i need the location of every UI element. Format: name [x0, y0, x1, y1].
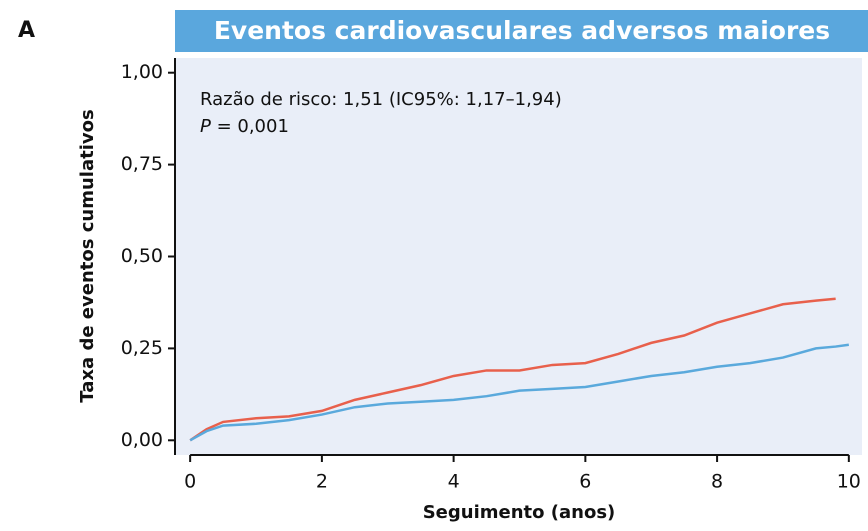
panel-label: A: [18, 18, 35, 43]
x-tick-label: 10: [837, 471, 861, 493]
series-line: [189, 297, 836, 442]
annotation: Razão de risco: 1,51 (IC95%: 1,17–1,94): [200, 89, 562, 110]
plot-area: [175, 58, 862, 455]
annotation-italic: P: [200, 116, 211, 137]
chart-title: Eventos cardiovasculares adversos maiore…: [214, 16, 830, 45]
series-line: [189, 343, 849, 442]
y-tick-label: 0,50: [121, 245, 163, 267]
annotation-rest: = 0,001: [211, 116, 289, 137]
x-axis-label: Seguimento (anos): [423, 502, 616, 523]
x-tick-label: 0: [184, 471, 196, 493]
y-axis-label: Taxa de eventos cumulativos: [77, 109, 98, 402]
annotation: P = 0,001: [200, 116, 289, 137]
x-tick-label: 6: [579, 471, 591, 493]
y-tick-label: 0,00: [121, 429, 163, 451]
y-tick-label: 0,75: [121, 153, 163, 175]
y-tick-label: 0,25: [121, 337, 163, 359]
title-banner: [175, 10, 868, 52]
y-tick-label: 1,00: [121, 61, 163, 83]
x-tick-label: 8: [711, 471, 723, 493]
x-tick-label: 2: [316, 471, 328, 493]
x-tick-label: 4: [448, 471, 460, 493]
